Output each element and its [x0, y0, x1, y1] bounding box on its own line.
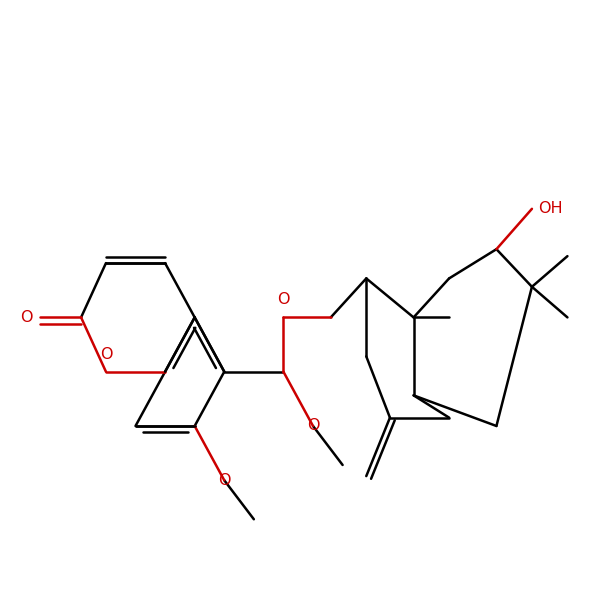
Text: O: O	[100, 347, 112, 362]
Text: O: O	[307, 418, 319, 433]
Text: O: O	[277, 292, 290, 307]
Text: O: O	[20, 310, 33, 325]
Text: O: O	[218, 473, 230, 488]
Text: OH: OH	[539, 202, 563, 217]
